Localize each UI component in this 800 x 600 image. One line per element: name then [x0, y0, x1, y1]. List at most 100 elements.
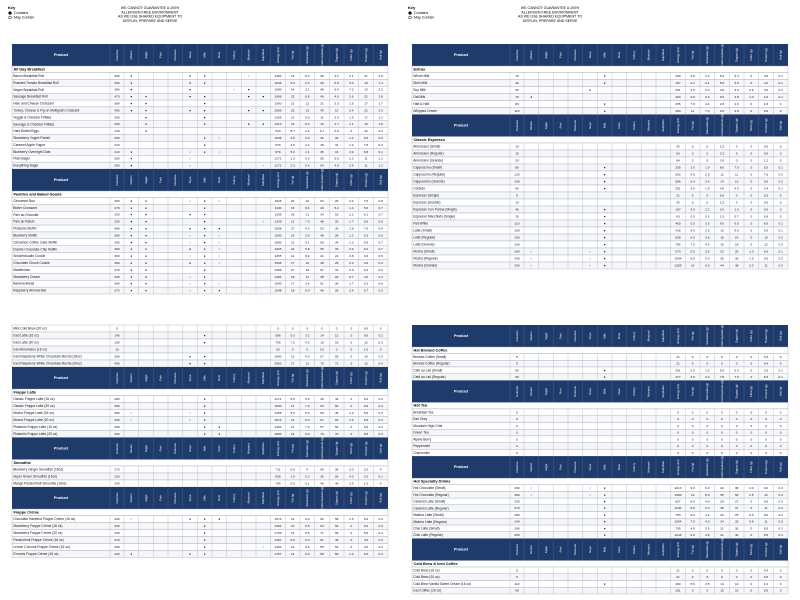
nutrition-value: 3.0 — [349, 81, 354, 85]
product-name: Cold Brew (16 oz) — [413, 568, 439, 572]
nutrition-value: 1.0 — [349, 411, 354, 415]
nutrition-value: 24 — [335, 275, 339, 279]
table-row — [411, 156, 789, 165]
nutrition-value: 60 — [335, 552, 339, 556]
column-header: Salt (g) — [378, 493, 382, 503]
column-header: Peanuts — [573, 119, 577, 131]
nutrition-value: 1.0 — [364, 348, 369, 352]
nutrition-value: 0 — [736, 444, 738, 448]
nutrition-value: 1.2 — [349, 143, 354, 147]
allergen-mark: ● — [145, 129, 147, 133]
nutrition-value: 12 — [291, 220, 295, 224]
nutrition-value: 0 — [780, 355, 782, 359]
table-row — [11, 231, 389, 240]
column-header: Saturates (g) — [705, 46, 709, 63]
column-header: Protein (g) — [764, 329, 768, 343]
nutrition-value: 3.8 — [764, 74, 769, 78]
column-header: Fibre (g) — [749, 120, 753, 131]
allergen-mark: ○ — [233, 88, 235, 92]
nutrition-value: 1925 — [275, 247, 282, 251]
nutrition-value: 0.3 — [379, 538, 384, 542]
table-row — [411, 79, 789, 87]
nutrition-value: 0 — [516, 451, 518, 455]
nutrition-value: 2.4 — [349, 289, 354, 293]
nutrition-value: 250 — [114, 81, 119, 85]
table-row — [411, 353, 789, 361]
table-row — [11, 286, 389, 295]
nutrition-value: 140 — [114, 334, 119, 338]
allergen-mark: ● — [145, 233, 147, 237]
nutrition-value: 51 — [320, 268, 324, 272]
nutrition-value: 0.8 — [749, 520, 754, 524]
product-name: Strawberry Frappe Crème (20 oz) — [13, 531, 62, 535]
nutrition-value: 12 — [764, 493, 768, 497]
column-header: Soya — [188, 445, 192, 452]
key-item: Contains — [414, 11, 428, 15]
nutrition-value: 837 — [675, 499, 680, 503]
nutrition-value: 0 — [750, 173, 752, 177]
product-name: Peppermint — [413, 444, 430, 448]
column-header: Peanuts — [573, 385, 577, 397]
product-name: Cappuccino (Grande) — [413, 180, 445, 184]
column-header: Gluten — [129, 175, 133, 184]
nutrition-value: 12 — [291, 545, 295, 549]
nutrition-value: 80 — [515, 102, 519, 106]
key-symbol — [408, 15, 412, 20]
table-row — [11, 536, 389, 544]
section-title: Frappe Crème — [14, 510, 40, 514]
nutrition-value: 5.6 — [720, 81, 725, 85]
nutrition-value: 21 — [676, 194, 680, 198]
column-header: Salt (g) — [378, 50, 382, 60]
allergen-mark: ○ — [262, 220, 264, 224]
product-name: Iced Raspberry White Chocolate Mocha (16… — [13, 355, 82, 359]
section-title: Hot Specialty Drinks — [414, 479, 451, 483]
table-row — [411, 518, 789, 526]
allergen-mark: ● — [204, 240, 206, 244]
nutrition-value: 0.3 — [379, 275, 384, 279]
nutrition-value: 70 — [335, 432, 339, 436]
column-header: Milk — [602, 464, 606, 470]
table-row — [11, 99, 389, 108]
nutrition-value: 460 — [114, 199, 119, 203]
nutrition-value: 0.8 — [349, 254, 354, 258]
nutrition-value: 0 — [750, 526, 752, 530]
allergen-mark: ○ — [218, 136, 220, 140]
product-name: Iced Latte (20 oz) — [13, 341, 39, 345]
nutrition-value: 8.0 — [764, 513, 769, 517]
product-name: Blueberry Ginger Smoothie (16oz) — [13, 468, 63, 472]
column-header: Protein (g) — [364, 173, 368, 187]
nutrition-value: 3.3 — [364, 254, 369, 258]
allergen-mark: ● — [248, 108, 250, 112]
allergen-mark: ● — [604, 243, 606, 247]
nutrition-value: 0.1 — [379, 150, 384, 154]
nutrition-value: 130 — [114, 129, 119, 133]
nutrition-value: 6.2 — [364, 247, 369, 251]
column-header: Sugars (g) — [334, 173, 338, 187]
table-row — [411, 573, 789, 581]
nutrition-value: 1506 — [275, 261, 282, 265]
nutrition-value: 26 — [720, 513, 724, 517]
column-header-band — [12, 487, 388, 509]
nutrition-value: 0 — [380, 482, 382, 486]
allergen-mark: ○ — [189, 157, 191, 161]
nutrition-value: 160 — [514, 250, 519, 254]
nutrition-value: 4.9 — [291, 136, 296, 140]
allergen-mark: ● — [145, 108, 147, 112]
nutrition-value: 0.5 — [335, 129, 340, 133]
nutrition-value: 250 — [514, 533, 519, 537]
nutrition-value: 380 — [114, 233, 119, 237]
nutrition-value: 0.3 — [779, 486, 784, 490]
column-header: Calories — [515, 385, 519, 397]
column-header: Product — [454, 334, 469, 338]
column-header: Nuts — [217, 445, 221, 452]
allergen-mark: ○ — [218, 150, 220, 154]
table-row — [11, 113, 389, 121]
column-header: Product — [54, 178, 69, 182]
disclaimer-line: AS WE USE SHARED EQUIPMENT TO — [518, 15, 582, 19]
allergen-mark: ● — [604, 173, 606, 177]
nutrition-value: 0 — [780, 568, 782, 572]
nutrition-value: 1883 — [275, 240, 282, 244]
product-name: Blueberry Overnight Oats — [13, 150, 51, 154]
allergen-mark: ● — [204, 247, 206, 251]
nutrition-value: 100 — [514, 229, 519, 233]
